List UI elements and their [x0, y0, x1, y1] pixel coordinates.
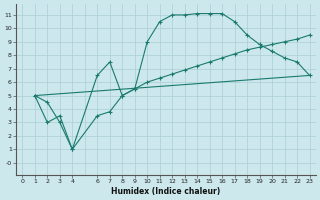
X-axis label: Humidex (Indice chaleur): Humidex (Indice chaleur): [111, 187, 220, 196]
